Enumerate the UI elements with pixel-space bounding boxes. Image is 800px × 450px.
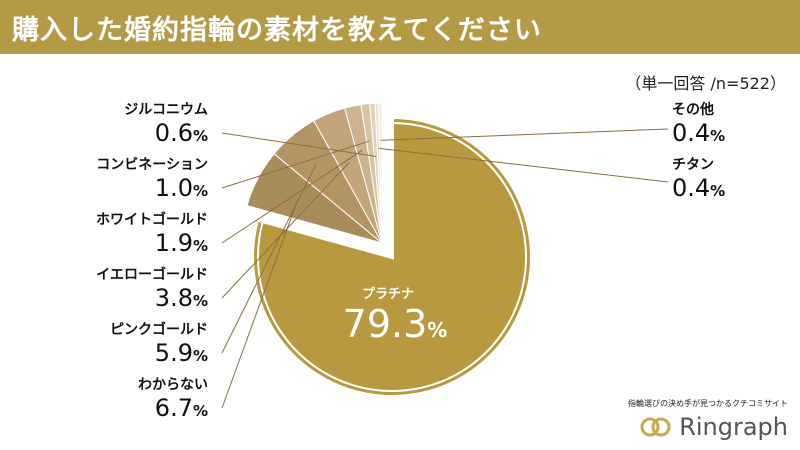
logo-tagline: 指輪選びの決め手が見つかるクチコミサイト (628, 399, 788, 408)
label-titanium: チタン (672, 157, 714, 173)
value-combination: 1.0% (154, 174, 208, 202)
logo-wordmark: Ringraph (679, 413, 788, 441)
slice-other (377, 102, 383, 244)
slice-platinum-inner-ring (257, 121, 527, 392)
value-unknown: 6.7% (154, 394, 208, 422)
leader-yellow-gold (221, 162, 350, 299)
ringraph-logo: 指輪選びの決め手が見つかるクチコミサイト Ringraph (612, 398, 788, 441)
value-other: 0.4% (672, 119, 726, 147)
value-platinum: 79.3% (342, 302, 448, 346)
leader-pink-gold (221, 163, 317, 354)
leader-white-gold (221, 149, 363, 244)
value-titanium: 0.4% (672, 174, 726, 202)
label-pink-gold: ピンクゴールド (110, 322, 208, 338)
survey-note: （単一回答 /n=522） (625, 74, 786, 93)
slice-platinum (250, 114, 534, 399)
value-white-gold: 1.9% (154, 229, 208, 257)
page-title: 購入した婚約指輪の素材を教えてください (12, 15, 542, 46)
label-other: その他 (672, 102, 714, 118)
leader-titanium (378, 147, 669, 183)
value-zirconium: 0.6% (154, 119, 208, 147)
leader-other (380, 128, 669, 141)
label-zirconium: ジルコニウム (124, 102, 208, 118)
label-combination: コンビネーション (96, 157, 208, 173)
leader-combination (221, 140, 370, 189)
label-platinum: プラチナ (361, 287, 414, 302)
leader-unknown (221, 198, 299, 409)
title-bar: 購入した婚約指輪の素材を教えてください (0, 0, 800, 54)
label-white-gold: ホワイトゴールド (96, 212, 208, 228)
label-unknown: わからない (138, 377, 208, 393)
label-yellow-gold: イエローゴールド (96, 267, 208, 283)
value-pink-gold: 5.9% (154, 339, 208, 367)
rings-icon (640, 417, 671, 437)
leader-zirconium (221, 132, 377, 157)
value-yellow-gold: 3.8% (154, 284, 208, 312)
